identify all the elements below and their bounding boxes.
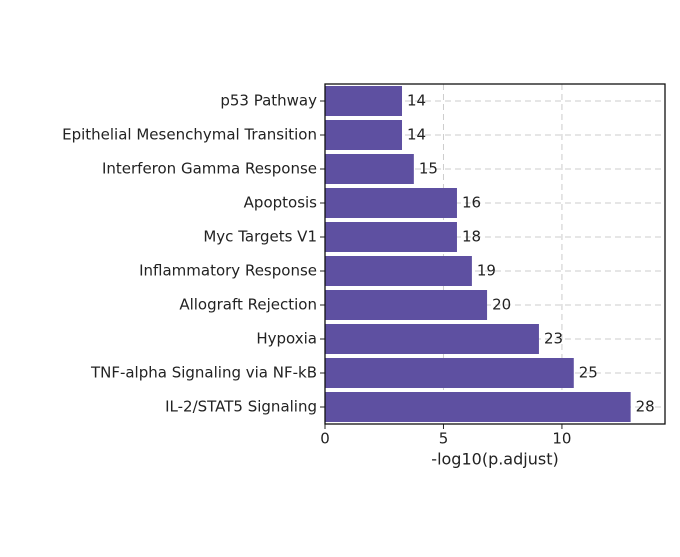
y-tick-label: p53 Pathway	[220, 92, 317, 110]
y-tick-label: Myc Targets V1	[203, 228, 317, 246]
y-tick-label: TNF-alpha Signaling via NF-kB	[90, 364, 317, 382]
plot-frame	[324, 83, 666, 425]
count-label: 20	[492, 296, 511, 314]
y-tick-label: Interferon Gamma Response	[102, 160, 317, 178]
bar	[325, 222, 457, 252]
y-tick-label: Apoptosis	[244, 194, 318, 212]
bar	[325, 392, 631, 422]
bar	[325, 324, 539, 354]
count-label: 14	[407, 126, 426, 144]
count-label: 19	[477, 262, 496, 280]
y-tick-label: Inflammatory Response	[139, 262, 317, 280]
y-tick-label: Hypoxia	[256, 330, 317, 348]
count-label: 18	[462, 228, 481, 246]
bar	[325, 358, 574, 388]
y-tick-label: Allograft Rejection	[179, 296, 317, 314]
count-label: 28	[636, 398, 655, 416]
count-label: 14	[407, 92, 426, 110]
count-label: 23	[544, 330, 563, 348]
x-axis-label: -log10(p.adjust)	[431, 450, 558, 469]
bar	[325, 290, 488, 320]
count-label: 16	[462, 194, 481, 212]
bar	[325, 188, 457, 218]
y-tick-label: IL-2/STAT5 Signaling	[165, 398, 317, 416]
count-label: 25	[579, 364, 598, 382]
count-label: 15	[419, 160, 438, 178]
bar	[325, 154, 414, 184]
y-tick-label: Epithelial Mesenchymal Transition	[62, 126, 317, 144]
bar	[325, 120, 403, 150]
x-tick-label: 10	[552, 430, 571, 448]
x-tick-label: 5	[439, 430, 449, 448]
x-tick-label: 0	[320, 430, 330, 448]
bar	[325, 86, 403, 116]
bar	[325, 256, 472, 286]
